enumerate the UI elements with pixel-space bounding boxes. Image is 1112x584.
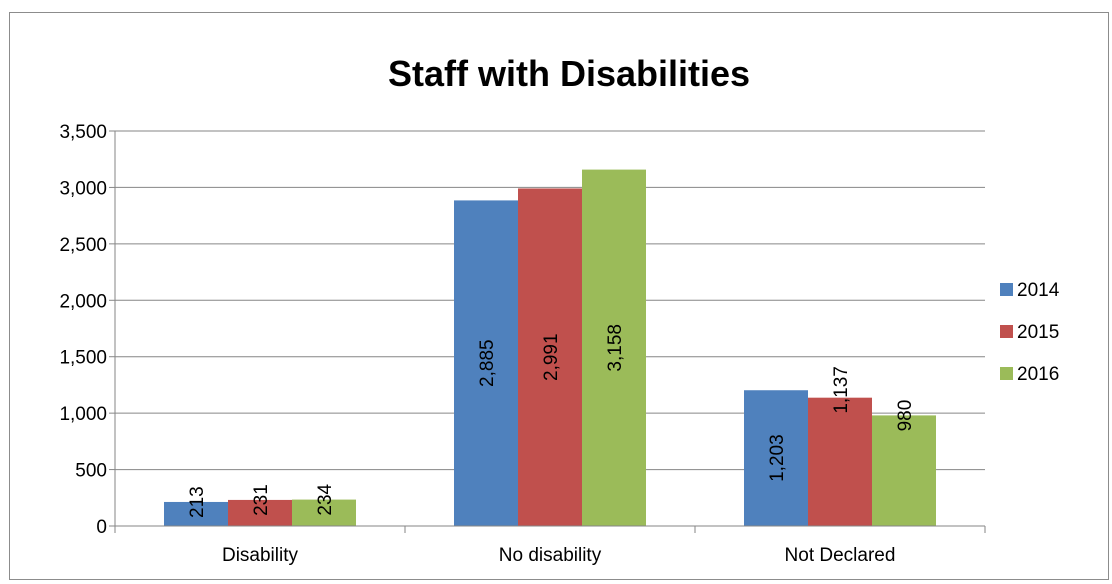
data-label: 213: [187, 486, 208, 518]
data-label: 2,885: [477, 339, 498, 387]
y-tick-label: 1,000: [59, 404, 107, 425]
labels-layer: 213 231 234 2,885 2,991 3,158 1,203 1,137 980: [187, 324, 916, 518]
legend: 2014 2015 2016: [1000, 280, 1060, 385]
bar-2015: [808, 397, 872, 526]
y-tick-label: 3,000: [59, 178, 107, 199]
y-tick-label: 0: [96, 517, 107, 538]
bar-2015: [228, 499, 292, 526]
data-label: 1,137: [831, 366, 852, 414]
data-label: 231: [251, 484, 272, 516]
legend-swatch-2016: [1000, 367, 1013, 380]
legend-label: 2016: [1017, 364, 1059, 385]
data-label: 2,991: [541, 333, 562, 381]
y-tick-label: 2,000: [59, 291, 107, 312]
legend-label: 2014: [1017, 280, 1060, 301]
bars-layer: [164, 169, 936, 527]
bar-2016: [582, 169, 646, 526]
x-category-label: Not Declared: [785, 545, 896, 566]
chart-title: Staff with Disabilities: [388, 53, 750, 94]
y-tick-label: 1,500: [59, 348, 107, 369]
data-label: 234: [315, 483, 336, 515]
legend-swatch-2014: [1000, 283, 1013, 296]
bar-2014: [454, 200, 518, 526]
data-label: 1,203: [767, 434, 788, 482]
x-category-label: Disability: [222, 545, 299, 566]
legend-label: 2015: [1017, 322, 1059, 343]
bar-2016: [872, 415, 936, 526]
bar-2014: [744, 390, 808, 526]
y-tick-label: 3,500: [59, 122, 107, 143]
x-category-label: No disability: [499, 545, 602, 566]
data-label: 3,158: [605, 324, 626, 372]
data-label: 980: [895, 400, 916, 432]
axis-layer: 0 500 1,000 1,500 2,000 2,500 3,000 3,500 Disabi…: [59, 122, 986, 566]
bar-2016: [292, 499, 356, 526]
bar-2015: [518, 188, 582, 527]
bar-2014: [164, 501, 228, 526]
y-tick-label: 500: [75, 461, 107, 482]
y-tick-label: 2,500: [59, 235, 107, 256]
legend-swatch-2015: [1000, 325, 1013, 338]
